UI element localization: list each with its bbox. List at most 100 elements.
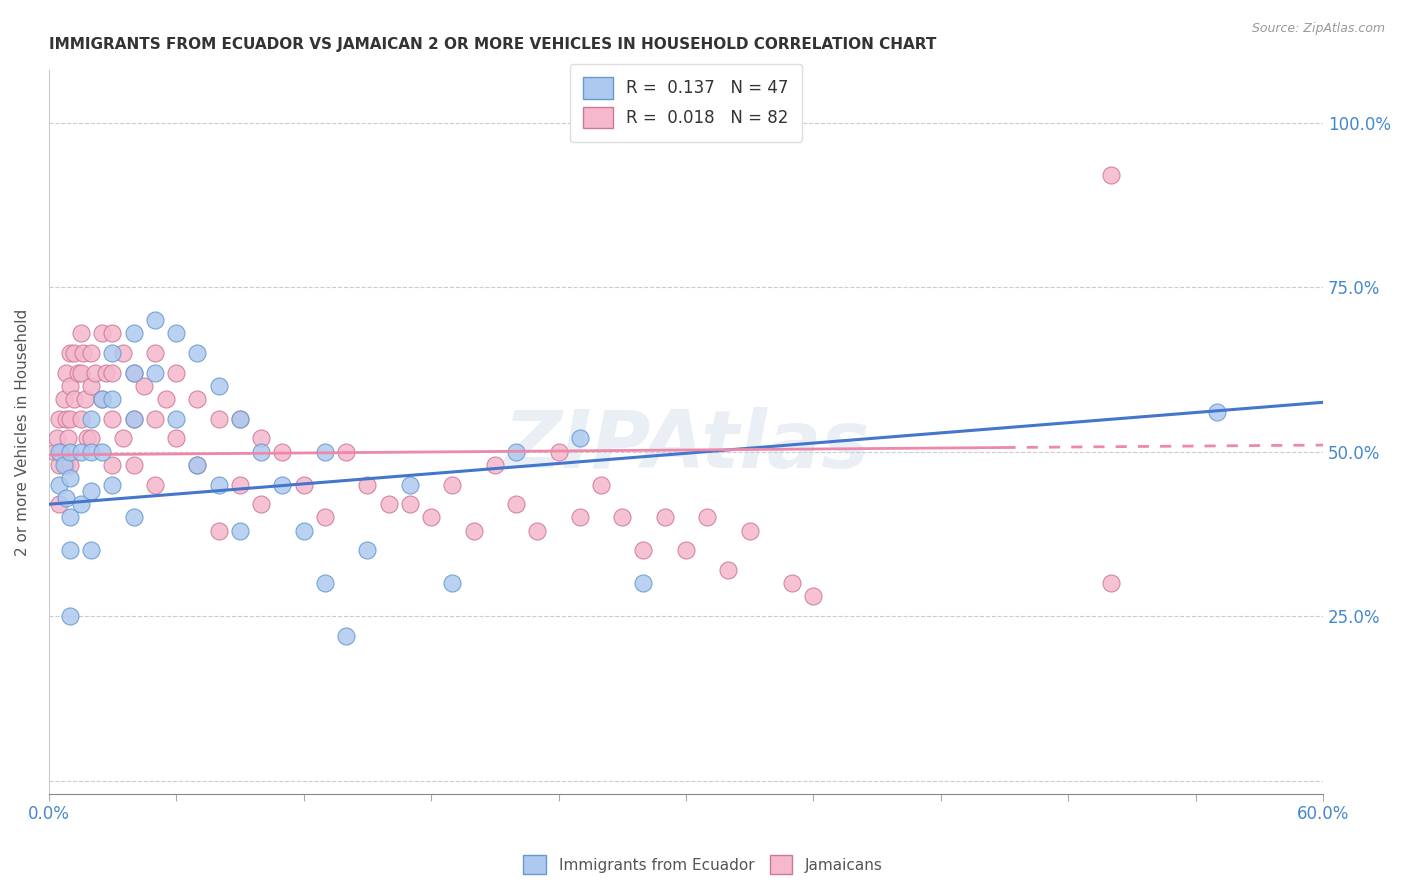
Point xyxy=(271,477,294,491)
Point xyxy=(90,392,112,406)
Point xyxy=(526,524,548,538)
Point xyxy=(165,326,187,341)
Point xyxy=(165,432,187,446)
Text: ZIPAtlas: ZIPAtlas xyxy=(503,408,869,485)
Point xyxy=(143,313,166,327)
Point xyxy=(55,458,77,472)
Point xyxy=(612,510,634,524)
Point xyxy=(229,411,252,425)
Point xyxy=(101,477,124,491)
Point xyxy=(186,458,208,472)
Point xyxy=(505,444,527,458)
Point xyxy=(90,444,112,458)
Point xyxy=(84,366,107,380)
Text: IMMIGRANTS FROM ECUADOR VS JAMAICAN 2 OR MORE VEHICLES IN HOUSEHOLD CORRELATION : IMMIGRANTS FROM ECUADOR VS JAMAICAN 2 OR… xyxy=(49,37,936,53)
Point xyxy=(46,432,69,446)
Point xyxy=(122,510,145,524)
Point xyxy=(420,510,443,524)
Point xyxy=(229,524,252,538)
Point xyxy=(335,444,357,458)
Text: Source: ZipAtlas.com: Source: ZipAtlas.com xyxy=(1251,22,1385,36)
Point xyxy=(134,379,156,393)
Point xyxy=(59,458,82,472)
Point xyxy=(55,411,77,425)
Point xyxy=(250,432,273,446)
Point xyxy=(738,524,761,538)
Point xyxy=(76,432,98,446)
Point xyxy=(94,366,117,380)
Point xyxy=(67,366,90,380)
Point xyxy=(48,458,70,472)
Point xyxy=(292,524,315,538)
Point xyxy=(73,392,96,406)
Point xyxy=(55,491,77,505)
Point xyxy=(654,510,676,524)
Point xyxy=(229,477,252,491)
Point xyxy=(51,444,73,458)
Legend: Immigrants from Ecuador, Jamaicans: Immigrants from Ecuador, Jamaicans xyxy=(517,849,889,880)
Point xyxy=(55,366,77,380)
Point xyxy=(59,543,82,558)
Point xyxy=(101,366,124,380)
Point xyxy=(90,326,112,341)
Point xyxy=(59,609,82,624)
Point xyxy=(356,477,378,491)
Point xyxy=(122,366,145,380)
Point xyxy=(398,497,420,511)
Point xyxy=(675,543,697,558)
Point xyxy=(112,432,135,446)
Point xyxy=(780,576,803,591)
Point xyxy=(122,458,145,472)
Point xyxy=(505,497,527,511)
Point xyxy=(80,346,103,360)
Point xyxy=(90,392,112,406)
Point xyxy=(80,432,103,446)
Point xyxy=(48,477,70,491)
Point xyxy=(101,411,124,425)
Point xyxy=(696,510,718,524)
Point xyxy=(80,379,103,393)
Point xyxy=(122,366,145,380)
Point xyxy=(250,444,273,458)
Point xyxy=(589,477,612,491)
Point xyxy=(1206,405,1229,419)
Point xyxy=(314,444,336,458)
Point xyxy=(59,346,82,360)
Point xyxy=(155,392,177,406)
Point xyxy=(229,411,252,425)
Point xyxy=(484,458,506,472)
Point xyxy=(186,392,208,406)
Point xyxy=(633,543,655,558)
Point xyxy=(63,392,86,406)
Point xyxy=(56,432,79,446)
Point xyxy=(80,484,103,499)
Point xyxy=(63,346,86,360)
Point xyxy=(69,411,91,425)
Point xyxy=(165,411,187,425)
Point xyxy=(271,444,294,458)
Point xyxy=(80,543,103,558)
Point xyxy=(441,576,464,591)
Point xyxy=(398,477,420,491)
Point xyxy=(122,411,145,425)
Point xyxy=(143,366,166,380)
Point xyxy=(52,458,75,472)
Point xyxy=(48,444,70,458)
Point xyxy=(48,411,70,425)
Point xyxy=(143,346,166,360)
Point xyxy=(72,346,94,360)
Point xyxy=(633,576,655,591)
Point xyxy=(335,629,357,643)
Point xyxy=(568,510,591,524)
Point xyxy=(547,444,569,458)
Point xyxy=(377,497,399,511)
Point xyxy=(143,411,166,425)
Point xyxy=(101,458,124,472)
Point xyxy=(122,411,145,425)
Point xyxy=(463,524,485,538)
Point xyxy=(208,524,231,538)
Point xyxy=(44,444,66,458)
Point xyxy=(717,563,740,577)
Point xyxy=(803,590,825,604)
Point xyxy=(52,392,75,406)
